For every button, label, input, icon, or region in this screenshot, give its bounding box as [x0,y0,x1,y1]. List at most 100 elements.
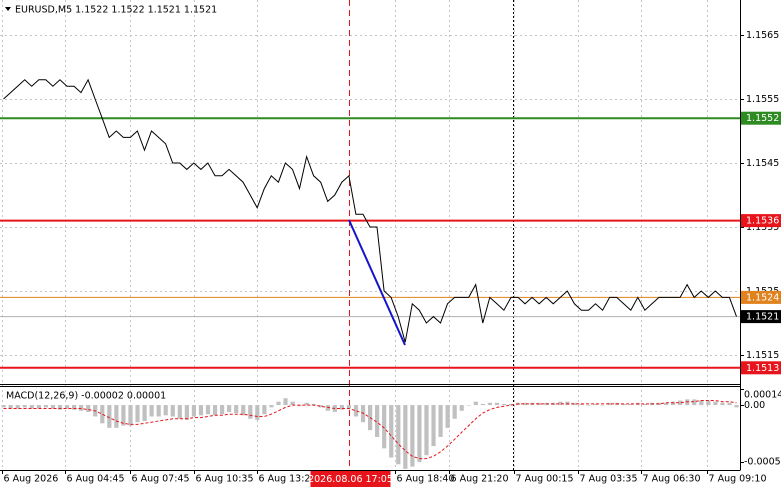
macd-bar [431,405,436,447]
macd-bar [142,405,147,422]
macd-bar [734,405,739,408]
macd-bar [100,405,105,424]
macd-bar [403,405,408,469]
macd-bar [212,405,218,416]
macd-bar [64,405,70,409]
level-tag [741,290,781,304]
macd-bar [424,405,429,456]
macd-bar [558,401,563,406]
macd-bar [220,405,225,415]
macd-bar [607,402,612,406]
x-tick-label: 7 Aug 03:35 [580,474,638,485]
macd-bar [311,403,316,406]
macd-bar [50,405,56,409]
last-price-label: 1.1521 [746,312,779,323]
macd-bar [459,405,464,411]
data-layer [1,78,739,469]
y-tick-label: 1.1545 [746,158,779,169]
macd-bar [685,399,690,406]
macd-bar [480,403,485,406]
macd-bar [43,405,49,408]
x-tick-label: 7 Aug 09:10 [709,474,767,485]
macd-bar [699,400,704,406]
macd-bar [269,405,274,408]
macd-bar [149,405,154,417]
y-tick-label: 1.1555 [746,94,779,105]
macd-bar [22,405,27,408]
menu-triangle [5,7,11,11]
macd-bar [346,405,352,409]
macd-bar [156,405,161,417]
macd-bar [15,405,20,409]
chart-title: EURUSD,M5 1.1522 1.1522 1.1521 1.1521 [15,5,217,16]
macd-bar [339,405,345,410]
macd-bar [445,405,450,428]
x-tick-label: 6 Aug 21:20 [451,474,509,485]
x-tick-label: 6 Aug 04:45 [67,474,125,485]
macd-bar [325,405,330,411]
y-tick-label: 1.1565 [746,30,779,41]
macd-bar [473,401,478,406]
macd-bar [537,402,542,406]
macd-bar [375,405,380,437]
macd-bar [36,405,41,409]
macd-signal [3,400,737,460]
macd-bar [727,402,732,406]
macd-bar [29,405,34,409]
macd-bar [664,402,669,406]
macd-bar [494,402,500,406]
macd-bar [706,400,711,406]
x-tick-label: 6 Aug 2026 [4,474,59,485]
x-tick-label: 7 Aug 00:15 [516,474,574,485]
macd-bar [304,402,309,406]
macd-bar [57,405,63,410]
level-tag [741,361,781,375]
trend-line [348,219,406,346]
macd-bar [353,405,359,417]
macd-bar [382,405,387,449]
price-line [3,78,737,343]
macd-bar [593,403,598,406]
price-axis-area [740,0,781,489]
macd-bar [276,401,281,406]
macd-bar [191,405,197,417]
drawing-layer [348,219,406,346]
level-label: 1.1552 [746,113,779,124]
macd-bar [523,402,528,406]
macd-bar [600,405,605,406]
macd-bar [184,405,189,420]
macd-bar [720,402,725,406]
macd-bar [121,405,126,426]
macd-bar [86,405,91,412]
macd-bar [565,401,570,406]
macd-bar [163,405,168,416]
macd-bar [628,403,633,406]
x-tick-label: 7 Aug 06:30 [643,474,701,485]
macd-bar [1,405,6,408]
macd-bar [205,405,211,415]
macd-bar [227,405,232,412]
macd-bar [678,400,683,406]
level-tag [741,214,781,228]
macd-bar [72,405,77,410]
macd-bar [234,405,239,414]
macd-title: MACD(12,26,9) -0.00002 0.00001 [6,391,166,402]
y-tick-label: 1.1535 [746,222,779,233]
y-tick-label: 1.1515 [746,350,779,361]
level-label: 1.1513 [746,363,779,374]
macd-bar [438,405,443,437]
macd-bar [621,403,626,406]
macd-bar [389,405,394,458]
macd-bar [128,405,133,426]
macd-bar [410,405,415,467]
macd-bar [283,398,288,406]
cursor-tag [310,471,391,487]
cursor-label: 2026.08.06 17:05 [308,474,393,485]
last-price-tag [741,310,781,324]
level-label: 1.1524 [746,292,779,303]
macd-bar [586,405,591,406]
macd-bar [452,405,457,419]
macd-bar [177,405,182,419]
